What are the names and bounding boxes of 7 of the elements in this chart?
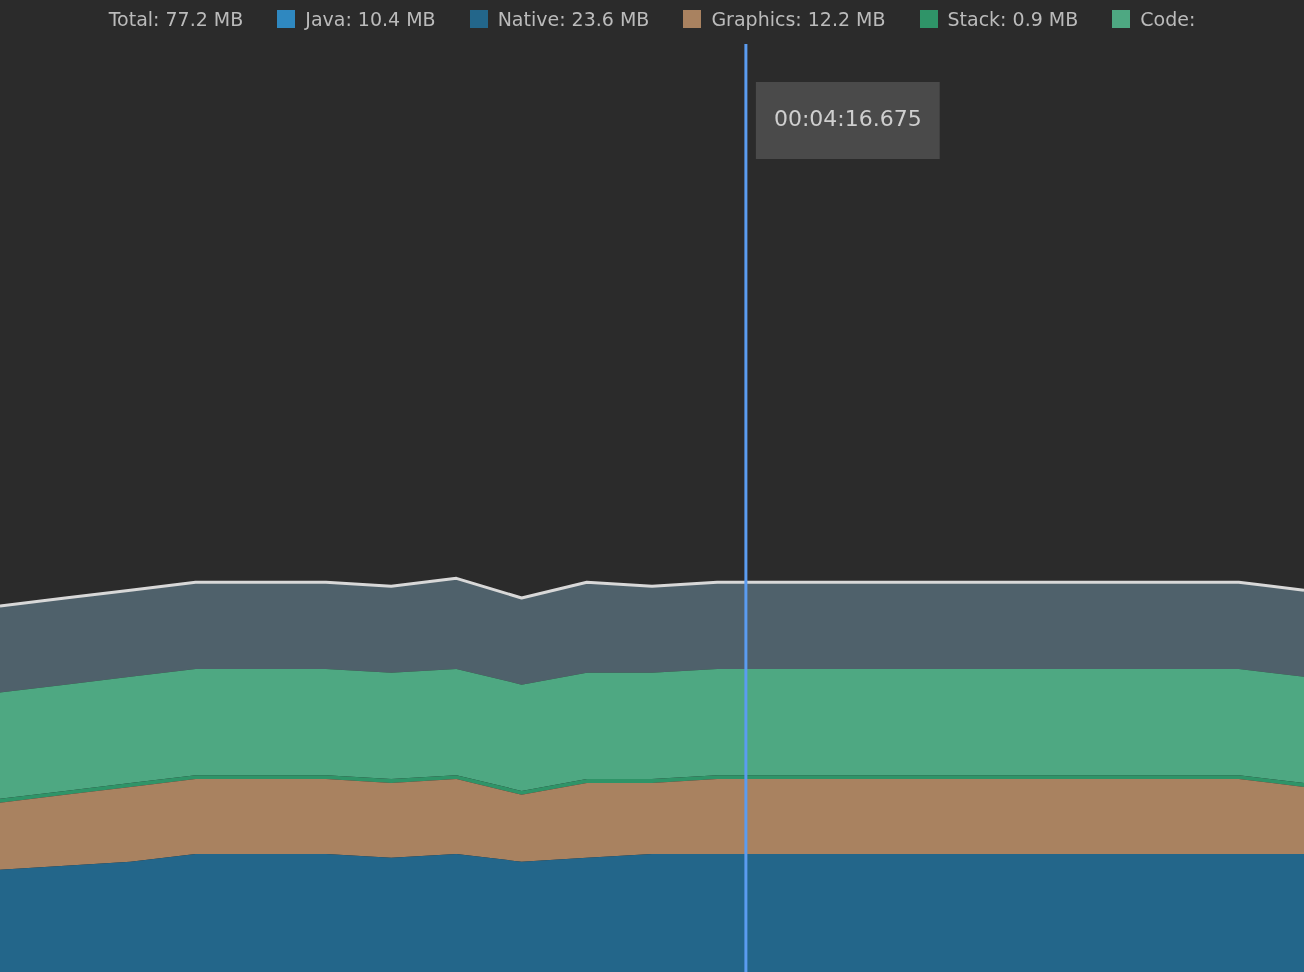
- legend-label: Code:: [1140, 8, 1196, 30]
- text: 00:04:16.675: [773, 105, 922, 131]
- legend-title: Total: 77.2 MB: [108, 8, 244, 30]
- legend-label: Graphics: 12.2 MB: [711, 8, 886, 30]
- legend-label: Java: 10.4 MB: [305, 8, 436, 30]
- legend-label: Native: 23.6 MB: [497, 8, 650, 30]
- legend-label: Stack: 0.9 MB: [947, 8, 1079, 30]
